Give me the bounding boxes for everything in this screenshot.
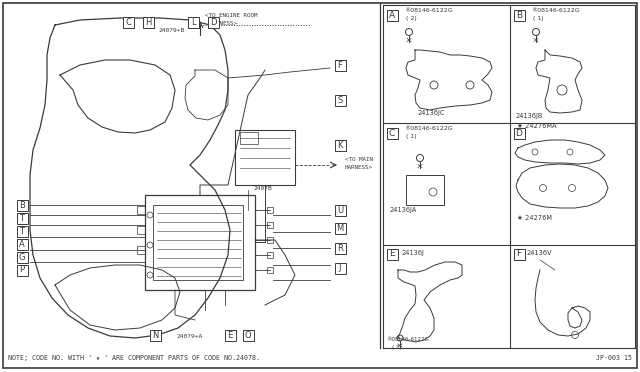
Text: HARNESS>: HARNESS> xyxy=(345,165,373,170)
Text: ®08146-6122G: ®08146-6122G xyxy=(404,8,452,13)
Bar xyxy=(267,222,273,228)
Bar xyxy=(387,128,397,138)
Text: B: B xyxy=(516,10,522,19)
Bar xyxy=(335,222,346,234)
Bar xyxy=(243,330,253,340)
Bar xyxy=(145,195,255,290)
Text: L: L xyxy=(191,17,195,26)
Text: D: D xyxy=(516,128,522,138)
Text: F: F xyxy=(337,61,342,70)
Bar xyxy=(143,16,154,28)
Bar xyxy=(513,128,525,138)
Text: ( 1): ( 1) xyxy=(406,134,417,139)
Text: T: T xyxy=(19,227,24,235)
Bar xyxy=(513,248,525,260)
Bar xyxy=(137,206,145,214)
Bar xyxy=(387,10,397,20)
Text: E: E xyxy=(227,330,232,340)
Text: 24136JA: 24136JA xyxy=(390,207,417,213)
Text: G: G xyxy=(19,253,25,262)
Text: E: E xyxy=(389,250,395,259)
Bar xyxy=(335,60,346,71)
Bar xyxy=(335,94,346,106)
Bar xyxy=(267,267,273,273)
Bar xyxy=(240,132,258,144)
Text: ( 2): ( 2) xyxy=(392,345,401,350)
Bar xyxy=(513,10,525,20)
Text: NOTE; CODE NO. WITH ' ★ ' ARE COMPONENT PARTS OF CODE NO.24078.: NOTE; CODE NO. WITH ' ★ ' ARE COMPONENT … xyxy=(8,355,260,361)
Bar xyxy=(406,175,444,205)
Bar xyxy=(137,246,145,254)
Text: ★ 24276MA: ★ 24276MA xyxy=(517,123,557,129)
Text: K: K xyxy=(337,141,343,150)
Text: ®08146-6122G: ®08146-6122G xyxy=(404,126,452,131)
Text: <TO ENGINE ROOM: <TO ENGINE ROOM xyxy=(205,13,257,18)
Bar xyxy=(153,205,243,280)
Bar xyxy=(267,207,273,213)
Text: N: N xyxy=(152,330,158,340)
Bar xyxy=(150,330,161,340)
Text: HARNESS>: HARNESS> xyxy=(210,21,238,26)
Text: S: S xyxy=(337,96,342,105)
Text: ★ 24276M: ★ 24276M xyxy=(517,215,552,221)
Text: <TO MAIN: <TO MAIN xyxy=(345,157,373,162)
Text: 24136JC: 24136JC xyxy=(418,110,445,116)
Bar xyxy=(17,238,28,250)
Bar xyxy=(207,16,218,28)
Text: T: T xyxy=(19,214,24,222)
Text: C: C xyxy=(125,17,131,26)
Text: J: J xyxy=(339,263,341,273)
Text: JP·003 15: JP·003 15 xyxy=(596,355,632,361)
Text: ®08L46-6122G: ®08L46-6122G xyxy=(386,337,429,342)
Text: F: F xyxy=(516,250,522,259)
Text: M: M xyxy=(337,224,344,232)
Bar xyxy=(188,16,198,28)
Bar xyxy=(335,140,346,151)
Bar xyxy=(122,16,134,28)
Bar xyxy=(17,225,28,237)
Text: 24079+B: 24079+B xyxy=(158,28,184,33)
Text: A: A xyxy=(19,240,25,248)
Text: D: D xyxy=(210,17,216,26)
Bar xyxy=(267,237,273,243)
Text: ( 1): ( 1) xyxy=(533,16,543,21)
Text: P: P xyxy=(19,266,24,275)
Text: 2407B: 2407B xyxy=(253,186,272,191)
Bar xyxy=(335,205,346,215)
Bar xyxy=(17,264,28,276)
Bar xyxy=(335,243,346,253)
Bar xyxy=(17,251,28,263)
Text: U: U xyxy=(337,205,343,215)
Bar xyxy=(235,130,295,185)
Text: ( 2): ( 2) xyxy=(406,16,417,21)
Text: 24136V: 24136V xyxy=(527,250,552,256)
Bar xyxy=(17,212,28,224)
Text: 24136J: 24136J xyxy=(402,250,425,256)
Text: R: R xyxy=(337,244,343,253)
Bar xyxy=(267,252,273,258)
Bar xyxy=(335,263,346,273)
Bar xyxy=(17,199,28,211)
Bar xyxy=(137,226,145,234)
Bar xyxy=(225,330,236,340)
Text: A: A xyxy=(389,10,395,19)
Text: C: C xyxy=(389,128,395,138)
Text: ®08146-6122G: ®08146-6122G xyxy=(531,8,580,13)
Bar xyxy=(387,248,397,260)
Text: 24136JB: 24136JB xyxy=(516,113,543,119)
Text: B: B xyxy=(19,201,25,209)
Text: 24079+A: 24079+A xyxy=(176,334,202,339)
Text: H: H xyxy=(145,17,151,26)
Text: O: O xyxy=(244,330,252,340)
